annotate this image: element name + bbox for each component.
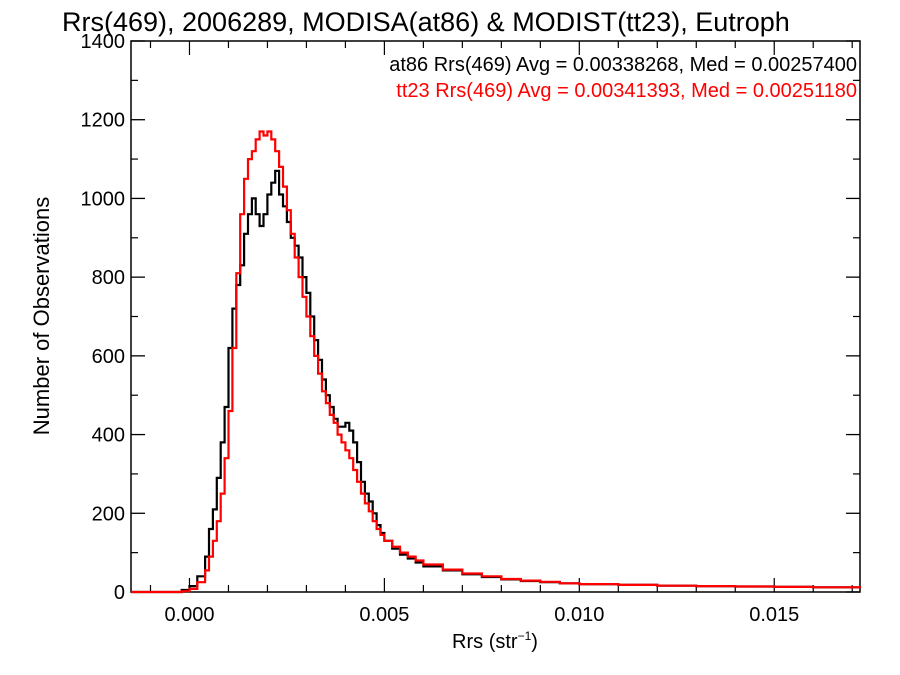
legend-entry-tt23: tt23 Rrs(469) Avg = 0.00341393, Med = 0.… (396, 80, 857, 102)
y-axis-label: Number of Observations (29, 197, 54, 435)
y-tick-label: 800 (92, 267, 125, 289)
x-axis-label-tail: ) (531, 631, 538, 653)
y-axis-ticks: 0 200 400 600 800 1000 1200 1400 (81, 31, 860, 604)
series-tt23-line (131, 130, 862, 594)
y-tick-label: 1000 (81, 188, 126, 210)
x-axis-ticks: 0.000 0.005 0.010 0.015 (149, 41, 853, 626)
chart-title: Rrs(469), 2006289, MODISA(at86) & MODIST… (62, 7, 790, 37)
x-axis-label-sup: −1 (518, 629, 532, 643)
series-layer (131, 130, 862, 594)
x-tick-label: 0.010 (554, 604, 604, 626)
x-tick-label: 0.000 (164, 604, 214, 626)
x-tick-label: 0.015 (749, 604, 799, 626)
y-tick-label: 1200 (81, 110, 126, 132)
x-axis-label: Rrs (str−1) (452, 629, 538, 653)
y-tick-label: 400 (92, 425, 125, 447)
y-tick-label: 1400 (81, 31, 126, 53)
y-tick-label: 600 (92, 346, 125, 368)
x-tick-label: 0.005 (359, 604, 409, 626)
y-tick-label: 0 (114, 582, 125, 604)
y-tick-label: 200 (92, 503, 125, 525)
legend-entry-at86: at86 Rrs(469) Avg = 0.00338268, Med = 0.… (389, 54, 857, 76)
plot-frame (130, 40, 861, 593)
x-axis-label-main: Rrs (str (452, 631, 518, 653)
plot-area (130, 40, 861, 593)
